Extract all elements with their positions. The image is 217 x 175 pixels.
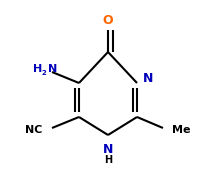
Text: 2: 2 — [41, 70, 46, 76]
Text: NC: NC — [25, 125, 42, 135]
Text: Me: Me — [172, 125, 191, 135]
Text: O: O — [103, 13, 113, 26]
Text: N: N — [143, 72, 153, 86]
Text: H: H — [33, 64, 42, 74]
Text: H: H — [104, 155, 112, 165]
Text: N: N — [103, 143, 113, 156]
Text: N: N — [48, 64, 57, 74]
